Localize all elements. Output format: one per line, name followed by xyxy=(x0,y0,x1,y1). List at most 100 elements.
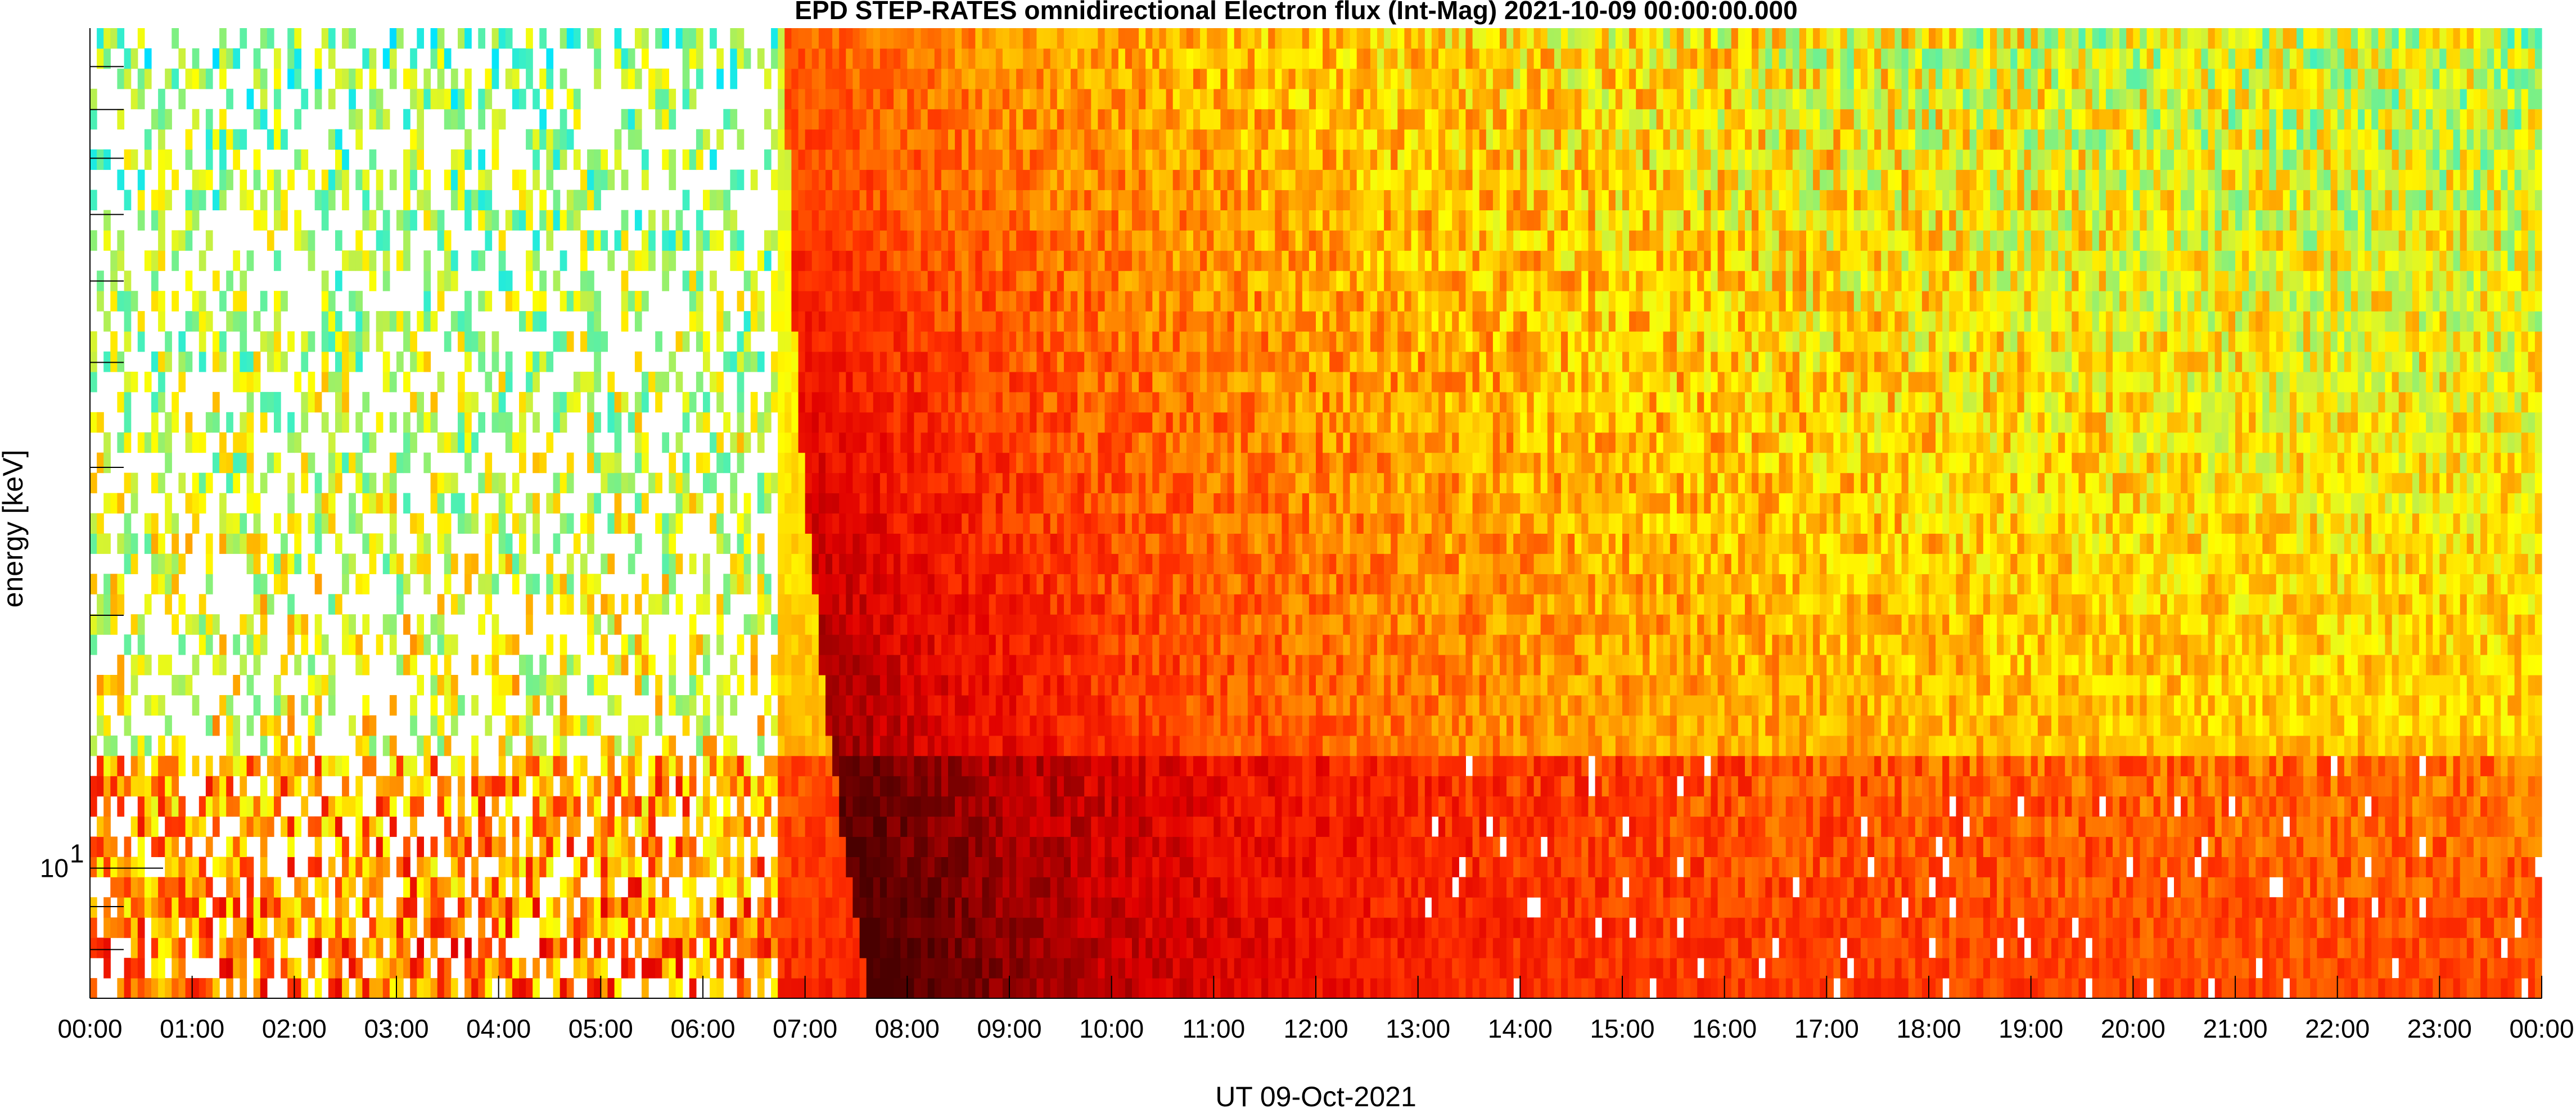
heatmap-cell xyxy=(1002,938,1010,958)
heatmap-cell xyxy=(1071,594,1078,615)
heatmap-cell xyxy=(185,210,193,231)
heatmap-cell xyxy=(1077,149,1085,170)
heatmap-cell xyxy=(743,877,751,898)
heatmap-cell xyxy=(124,190,132,210)
heatmap-cell xyxy=(873,412,881,433)
heatmap-cell xyxy=(1091,978,1098,999)
heatmap-cell xyxy=(1077,352,1085,372)
heatmap-cell xyxy=(1030,755,1037,777)
heatmap-cell xyxy=(1111,190,1119,210)
heatmap-cell xyxy=(137,735,145,756)
heatmap-cell xyxy=(669,796,676,817)
heatmap-cell xyxy=(580,291,588,312)
heatmap-cell xyxy=(805,553,813,574)
heatmap-cell xyxy=(771,776,778,797)
heatmap-cell xyxy=(1043,533,1051,554)
heatmap-cell xyxy=(962,271,969,291)
heatmap-cell xyxy=(1002,149,1010,170)
heatmap-cell xyxy=(825,614,833,635)
heatmap-cell xyxy=(948,917,955,938)
heatmap-cell xyxy=(362,938,370,958)
heatmap-cell xyxy=(1111,88,1119,110)
heatmap-cell xyxy=(839,796,846,817)
heatmap-cell xyxy=(178,857,186,877)
heatmap-cell xyxy=(989,149,996,170)
heatmap-cell xyxy=(369,210,377,231)
heatmap-cell xyxy=(784,271,792,291)
heatmap-cell xyxy=(825,149,833,170)
heatmap-cell xyxy=(989,352,996,372)
heatmap-cell xyxy=(682,493,690,514)
heatmap-cell xyxy=(859,412,867,433)
heatmap-cell xyxy=(355,250,363,271)
heatmap-cell xyxy=(894,109,901,130)
heatmap-cell xyxy=(784,371,792,393)
heatmap-cell xyxy=(539,452,547,474)
heatmap-cell xyxy=(955,210,962,231)
heatmap-cell xyxy=(498,371,506,393)
heatmap-cell xyxy=(921,755,928,777)
heatmap-cell xyxy=(117,776,125,797)
heatmap-cell xyxy=(750,352,758,372)
heatmap-cell xyxy=(369,816,377,837)
heatmap-cell xyxy=(90,796,97,817)
heatmap-cell xyxy=(771,857,778,877)
heatmap-cell xyxy=(927,594,935,615)
heatmap-cell xyxy=(975,675,983,696)
heatmap-cell xyxy=(1139,655,1146,675)
heatmap-cell xyxy=(1139,553,1146,574)
heatmap-cell xyxy=(859,391,867,413)
heatmap-cell xyxy=(1125,958,1133,979)
heatmap-cell xyxy=(294,655,301,675)
heatmap-cell xyxy=(805,311,813,332)
heatmap-cell xyxy=(1016,857,1023,877)
heatmap-cell xyxy=(852,190,860,210)
heatmap-cell xyxy=(355,331,363,352)
heatmap-cell xyxy=(771,371,778,393)
heatmap-cell xyxy=(948,715,955,736)
heatmap-cell xyxy=(219,634,227,655)
heatmap-cell xyxy=(1098,553,1106,574)
heatmap-cell xyxy=(1139,917,1146,938)
heatmap-cell xyxy=(894,553,901,574)
heatmap-cell xyxy=(805,230,813,251)
heatmap-cell xyxy=(887,352,894,372)
heatmap-cell xyxy=(185,352,193,372)
heatmap-cell xyxy=(1023,432,1030,453)
heatmap-cell xyxy=(444,776,452,797)
heatmap-cell xyxy=(921,452,928,474)
heatmap-cell xyxy=(587,978,594,999)
heatmap-cell xyxy=(1111,352,1119,372)
heatmap-cell xyxy=(491,897,499,918)
heatmap-cell xyxy=(791,897,799,918)
heatmap-cell xyxy=(1036,735,1044,756)
heatmap-cell xyxy=(260,796,268,817)
heatmap-cell xyxy=(526,816,533,837)
heatmap-cell xyxy=(948,877,955,898)
heatmap-cell xyxy=(607,978,615,999)
heatmap-cell xyxy=(165,836,172,857)
heatmap-cell xyxy=(825,129,833,150)
heatmap-cell xyxy=(948,857,955,877)
heatmap-cell xyxy=(1084,371,1091,393)
heatmap-cell xyxy=(1104,129,1112,150)
heatmap-cell xyxy=(859,311,867,332)
heatmap-cell xyxy=(791,574,799,594)
heatmap-cell xyxy=(110,250,118,271)
heatmap-cell xyxy=(423,68,431,89)
heatmap-cell xyxy=(968,816,976,837)
heatmap-cell xyxy=(1091,432,1098,453)
heatmap-cell xyxy=(934,190,942,210)
heatmap-cell xyxy=(369,88,377,110)
heatmap-cell xyxy=(1077,755,1085,777)
heatmap-cell xyxy=(1071,695,1078,716)
heatmap-cell xyxy=(587,574,594,594)
heatmap-cell xyxy=(526,594,533,615)
heatmap-cell xyxy=(546,68,554,89)
heatmap-cell xyxy=(97,614,104,635)
heatmap-cell xyxy=(1132,230,1139,251)
heatmap-cell xyxy=(526,48,533,69)
heatmap-cell xyxy=(962,190,969,210)
heatmap-cell xyxy=(900,28,908,49)
heatmap-cell xyxy=(873,432,881,453)
